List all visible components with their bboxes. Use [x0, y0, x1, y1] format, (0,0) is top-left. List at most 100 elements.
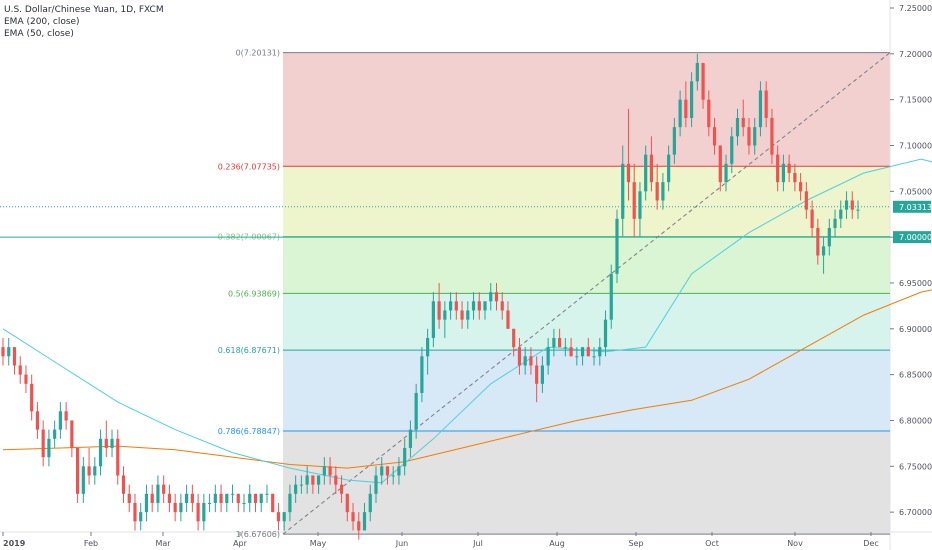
candle-body	[133, 502, 137, 522]
candle-body	[483, 301, 487, 311]
x-tick-label: Aug	[549, 539, 565, 548]
candle-body	[385, 466, 390, 476]
candle-body	[735, 117, 740, 137]
candle-body	[104, 438, 108, 448]
candle-body	[219, 493, 223, 503]
candle-body	[850, 200, 854, 210]
candle-body	[190, 493, 194, 503]
candle-body	[7, 347, 11, 357]
candle-body	[500, 301, 504, 311]
candle-body	[707, 99, 711, 128]
current-price-tag-bg	[893, 200, 931, 213]
y-tick-label: 7.05000	[899, 187, 932, 196]
candle-body	[185, 493, 189, 503]
candle-body	[598, 347, 602, 357]
y-tick-label: 6.80000	[899, 416, 932, 425]
candle-body	[380, 466, 384, 476]
time-axis[interactable]: 2019 Feb Mar Apr May Jun Jul Aug Sep Oct Nov Dec	[2, 532, 879, 548]
indicator-ema50[interactable]: EMA (50, close)	[4, 29, 74, 39]
y-tick-label: 7.20000	[899, 50, 932, 59]
candle-body	[776, 154, 780, 183]
y-tick-label: 7.25000	[899, 4, 932, 13]
candle-body	[265, 493, 269, 495]
fib-zone-0.5	[283, 293, 890, 351]
candle-body	[724, 163, 728, 183]
candle-body	[437, 301, 441, 320]
candle-body	[569, 347, 573, 357]
candle-body	[41, 429, 45, 458]
candle-body	[580, 347, 585, 357]
candle-body	[621, 163, 625, 219]
x-tick-label: May	[310, 539, 327, 548]
candle-body	[741, 117, 745, 128]
candle-body	[558, 337, 562, 348]
symbol-title[interactable]: U.S. Dollar/Chinese Yuan, 1D, FXCM	[4, 5, 164, 15]
fib-label-0.618: 0.618(6.87671)	[218, 346, 280, 355]
candle-body	[397, 466, 401, 476]
candle-body	[391, 475, 395, 477]
candle-body	[466, 310, 470, 320]
candle-body	[1, 347, 5, 357]
fib-label-0.236: 0.236(7.07735)	[218, 162, 280, 171]
candle-body	[489, 292, 493, 302]
candle-body	[374, 475, 378, 494]
candle-body	[127, 493, 131, 503]
candle-body	[98, 438, 103, 467]
candle-body	[299, 484, 303, 486]
candle-body	[747, 127, 751, 146]
fib-trendline	[282, 52, 891, 535]
candle-body	[839, 209, 843, 219]
candle-body	[649, 154, 654, 183]
candle-body	[282, 512, 286, 522]
candle-body	[810, 209, 814, 228]
candle-body	[150, 493, 154, 503]
candle-body	[271, 493, 275, 513]
marked-price-tag: 7.00000	[899, 233, 932, 242]
candle-body	[431, 301, 435, 338]
candle-body	[586, 347, 590, 357]
indicator-ema200[interactable]: EMA (200, close)	[4, 17, 80, 27]
candle-body	[156, 484, 160, 503]
candle-body	[540, 365, 544, 384]
candle-body	[242, 502, 246, 504]
candle-body	[276, 512, 281, 522]
candle-body	[35, 411, 40, 430]
candle-body	[615, 218, 619, 274]
candle-body	[787, 163, 791, 173]
candle-body	[770, 117, 774, 155]
fib-label-0.786: 0.786(6.78847)	[218, 427, 280, 436]
candle-body	[58, 411, 62, 430]
candle-body	[856, 209, 860, 211]
candle-body	[753, 127, 757, 146]
candle-body	[730, 136, 734, 164]
fib-zone-0	[283, 52, 890, 167]
candle-body	[173, 502, 177, 513]
candle-body	[351, 512, 355, 522]
x-tick-label: Feb	[84, 539, 98, 548]
candle-body	[121, 475, 126, 494]
candle-body	[357, 521, 361, 531]
x-tick-label: Mar	[155, 539, 171, 548]
fib-zone-0.786	[283, 431, 890, 535]
candle-body	[213, 493, 217, 503]
candle-body	[712, 127, 717, 146]
candle-body	[167, 493, 172, 503]
chart-legend: U.S. Dollar/Chinese Yuan, 1D, FXCM EMA (…	[4, 4, 164, 40]
candle-body	[75, 447, 80, 494]
candle-body	[403, 447, 407, 467]
candle-body	[609, 273, 613, 320]
candle-body	[30, 383, 34, 412]
x-tick-label: 2019	[3, 539, 26, 548]
candle-body	[311, 475, 315, 485]
candle-body	[575, 356, 579, 358]
y-tick-label: 6.90000	[899, 325, 932, 334]
fib-label-0.5: 0.5(6.93869)	[228, 289, 280, 298]
price-axis[interactable]: 7.25000 7.20000 7.15000 7.10000 7.05000 7.000…	[890, 4, 932, 550]
candle-body	[334, 475, 338, 485]
candles	[1, 53, 860, 540]
candle-body	[87, 466, 91, 476]
candle-body	[24, 374, 28, 384]
candle-body	[253, 493, 258, 503]
candle-body	[322, 466, 326, 476]
